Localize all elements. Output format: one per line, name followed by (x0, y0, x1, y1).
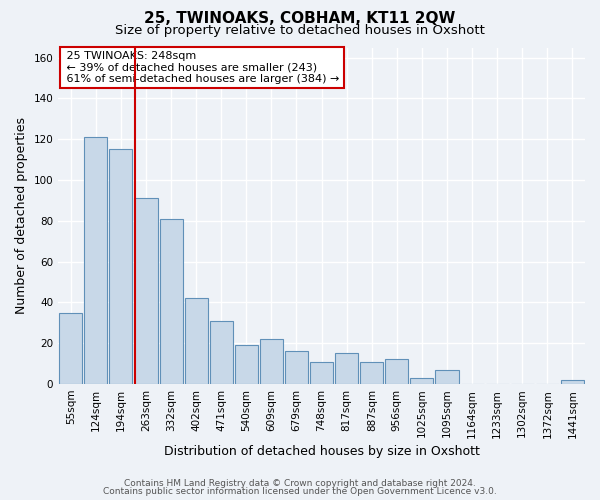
Bar (385, 360, 409, 384)
Text: 25, TWINOAKS, COBHAM, KT11 2QW: 25, TWINOAKS, COBHAM, KT11 2QW (145, 11, 455, 26)
Text: 25 TWINOAKS: 248sqm
 ← 39% of detached houses are smaller (243)
 61% of semi-det: 25 TWINOAKS: 248sqm ← 39% of detached ho… (64, 51, 340, 84)
Bar (260, 339, 283, 384)
Bar (310, 362, 333, 384)
Bar (109, 150, 133, 384)
Bar (134, 198, 158, 384)
Text: Contains HM Land Registry data © Crown copyright and database right 2024.: Contains HM Land Registry data © Crown c… (124, 478, 476, 488)
Bar (59, 312, 82, 384)
Bar (209, 320, 233, 384)
Bar (285, 352, 308, 384)
Bar (410, 378, 433, 384)
Text: Contains public sector information licensed under the Open Government Licence v3: Contains public sector information licen… (103, 487, 497, 496)
Bar (84, 137, 107, 384)
Bar (436, 370, 458, 384)
Bar (360, 362, 383, 384)
Bar (235, 345, 258, 384)
Bar (160, 219, 182, 384)
Text: Size of property relative to detached houses in Oxshott: Size of property relative to detached ho… (115, 24, 485, 37)
Bar (561, 380, 584, 384)
Bar (185, 298, 208, 384)
Bar (335, 354, 358, 384)
X-axis label: Distribution of detached houses by size in Oxshott: Distribution of detached houses by size … (164, 444, 479, 458)
Y-axis label: Number of detached properties: Number of detached properties (15, 117, 28, 314)
